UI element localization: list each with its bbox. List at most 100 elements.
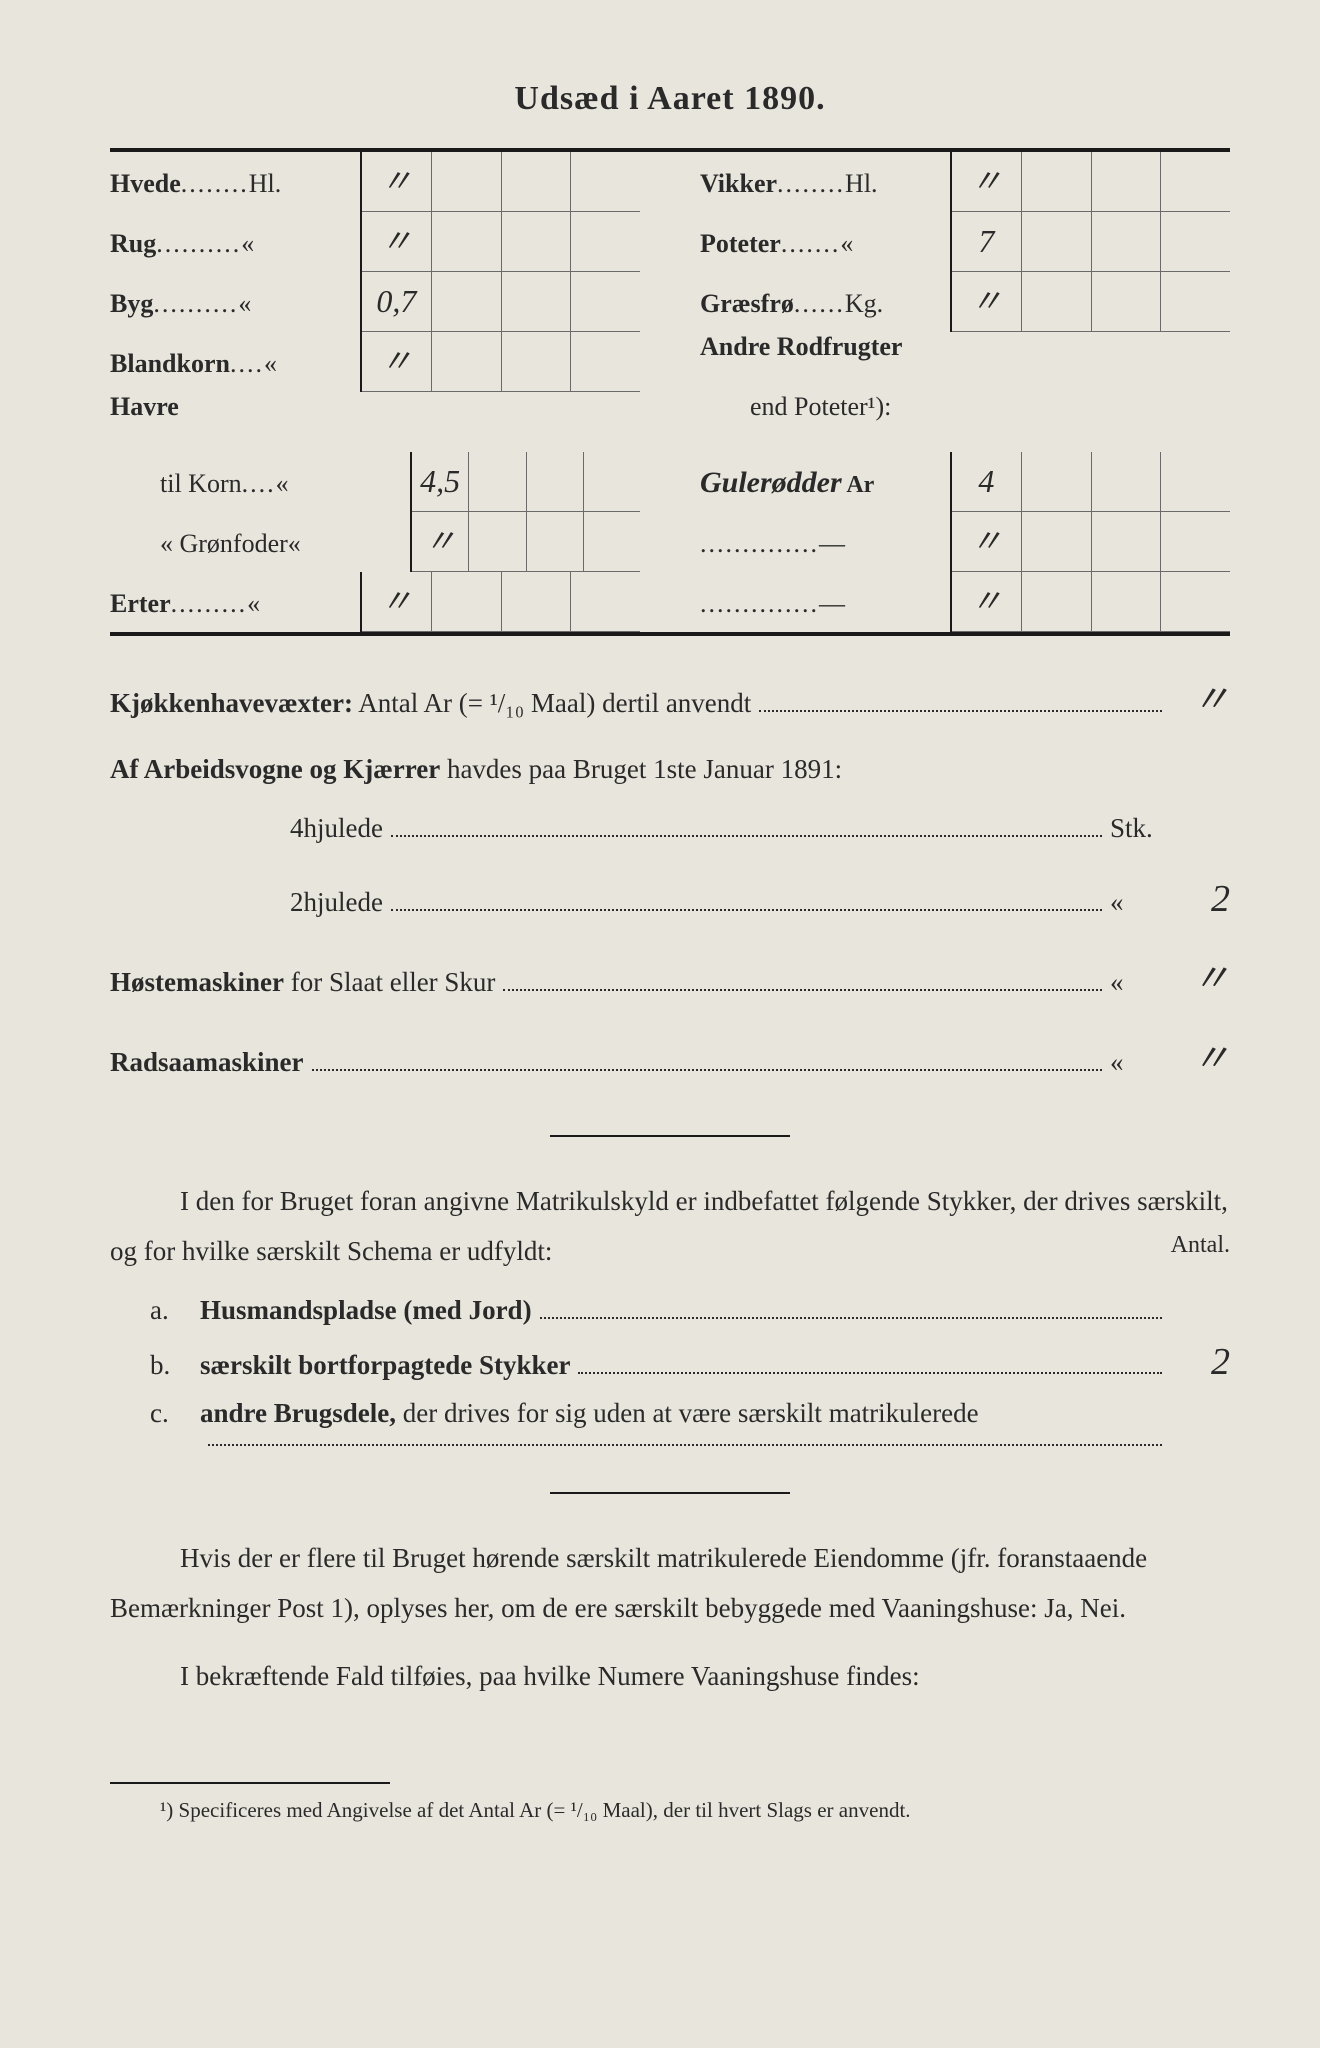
vaanings-paragraph-1: Hvis der er flere til Bruget hørende sær… [110,1534,1230,1634]
list-text: Husmandspladse (med Jord) [200,1295,532,1326]
kjokkenhave-label-rest: Antal Ar (= ¹/₁₀ Maal) dertil anvendt [353,688,751,718]
crop-cell: 4 [952,452,1022,512]
wagon-value: 2 [1170,863,1230,935]
divider-2 [550,1492,790,1494]
crop-cell [584,512,640,572]
crop-cell [469,512,526,572]
list-text: andre Brugsdele, der drives for sig uden… [200,1398,979,1429]
arbeidsvogne-label-rest: havdes paa Bruget 1ste Januar 1891: [440,754,842,784]
crop-cells: 〃 [950,512,1230,572]
crop-row: Erter.........«〃 [110,572,640,632]
crop-label: Blandkorn....« [110,349,360,379]
crop-cells: 〃 [360,332,640,392]
crop-cell: 〃 [362,572,432,632]
crop-label: ..............— [700,589,950,619]
crop-row: Havre [110,392,640,452]
divider-1 [550,1135,790,1137]
crop-cell [1022,272,1092,332]
crop-row: Poteter.......«7 [700,212,1230,272]
crop-label: end Poteter¹): [700,392,1000,422]
list-item: b.særskilt bortforpagtede Stykker2 [110,1340,1230,1384]
crop-label: Hvede........Hl. [110,169,360,199]
crop-label: til Korn....« [110,469,410,499]
crop-row: ..............—〃 [700,572,1230,632]
crop-cell [1161,272,1230,332]
crop-cell: 〃 [362,212,432,272]
radsaamaskiner-value: 〃 [1170,1023,1230,1095]
crop-cells: 〃 [950,572,1230,632]
crop-cells: 〃 [360,212,640,272]
crop-row: Rug..........«〃 [110,212,640,272]
list-letter: a. [110,1295,200,1326]
crop-cell [502,332,572,392]
census-form-page: Udsæd i Aaret 1890. Hvede........Hl.〃Rug… [0,0,1320,2048]
crop-cell [571,332,640,392]
crop-cells: 〃 [950,152,1230,212]
crop-cell [1022,572,1092,632]
radsaamaskiner-label-bold: Radsaamaskiner [110,1047,304,1077]
crop-cells: 〃 [360,152,640,212]
crop-cell [469,452,526,512]
crop-cell [571,152,640,212]
crop-cell [1161,212,1230,272]
crop-cell [584,452,640,512]
crop-cell [1022,512,1092,572]
crop-cell: 〃 [952,152,1022,212]
crop-cell [502,572,572,632]
crop-cell: 0,7 [362,272,432,332]
crop-cell: 〃 [952,512,1022,572]
crop-cell: 4,5 [412,452,469,512]
wagon-row: 2hjulede«2 [110,863,1230,935]
crop-row: Andre Rodfrugter [700,332,1230,392]
parcel-list: a.Husmandspladse (med Jord) b.særskilt bo… [110,1295,1230,1452]
crop-cell: 〃 [952,572,1022,632]
matrikul-paragraph: I den for Bruget foran angivne Matrikuls… [110,1177,1230,1277]
kjokkenhave-section: Kjøkkenhavevæxter: Antal Ar (= ¹/₁₀ Maal… [110,664,1230,1095]
crop-cell [527,512,584,572]
list-item: c.andre Brugsdele, der drives for sig ud… [110,1398,1230,1429]
crop-row: end Poteter¹): [700,392,1230,452]
list-value: 2 [1170,1340,1230,1384]
crop-row: Blandkorn....«〃 [110,332,640,392]
wagon-label: 4hjulede [290,803,383,854]
crop-cell [1022,152,1092,212]
crop-cell [1092,452,1162,512]
crop-cell [502,272,572,332]
crop-cell [1161,452,1230,512]
vaanings-paragraph-2: I bekræftende Fald tilføies, paa hvilke … [110,1652,1230,1702]
crop-cell [432,272,502,332]
crops-left-column: Hvede........Hl.〃Rug..........«〃Byg.....… [110,152,640,632]
crop-cell [1092,272,1162,332]
crop-cells: 0,7 [360,272,640,332]
crop-cell [432,332,502,392]
crop-cells: 7 [950,212,1230,272]
crop-cell [502,152,572,212]
antal-label: Antal. [1101,1223,1230,1267]
crop-row: Byg..........«0,7 [110,272,640,332]
crop-cell [432,152,502,212]
page-title: Udsæd i Aaret 1890. [110,80,1230,118]
crop-cell [571,212,640,272]
crop-cells: 〃 [360,572,640,632]
crop-row: Gulerødder Ar4 [700,452,1230,512]
crop-cell [1022,452,1092,512]
crops-right-column: Vikker........Hl.〃Poteter.......«7Græsfr… [700,152,1230,632]
crop-cells: 〃 [410,512,640,572]
crop-label: Græsfrø......Kg. [700,289,950,319]
crop-cell [527,452,584,512]
hostemaskiner-suffix: « [1110,957,1170,1008]
crop-label: Rug..........« [110,229,360,259]
hostemaskiner-label-bold: Høstemaskiner [110,967,284,997]
list-letter: c. [110,1398,200,1429]
crop-cell: 7 [952,212,1022,272]
crop-label: Havre [110,392,360,422]
crop-cell: 〃 [362,332,432,392]
crop-cell [432,212,502,272]
wagon-label: 2hjulede [290,877,383,928]
crop-table: Hvede........Hl.〃Rug..........«〃Byg.....… [110,148,1230,636]
list-item: a.Husmandspladse (med Jord) [110,1295,1230,1326]
arbeidsvogne-label-bold: Af Arbeidsvogne og Kjærrer [110,754,440,784]
crop-cell [502,212,572,272]
wagon-suffix: Stk. [1110,803,1170,854]
crop-label: ..............— [700,529,950,559]
